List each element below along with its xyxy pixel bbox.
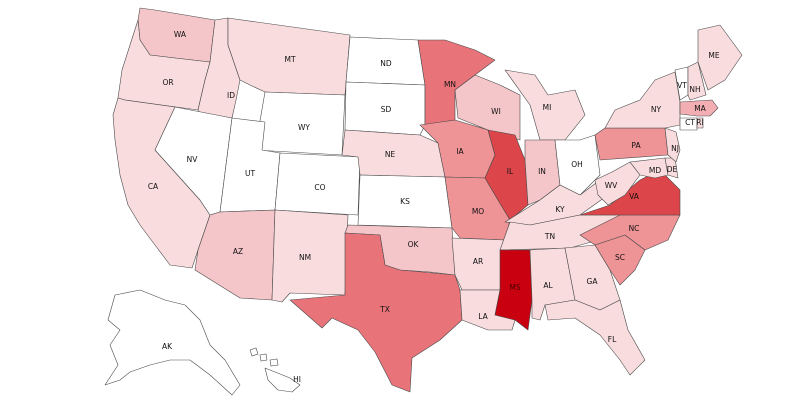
state-ma[interactable] [679, 99, 719, 117]
state-tx[interactable] [289, 232, 463, 393]
state-nh[interactable] [687, 61, 707, 101]
state-nm[interactable] [271, 209, 349, 303]
state-mt[interactable] [227, 17, 351, 96]
state-az[interactable] [194, 209, 276, 301]
hawaii-islet-1 [249, 347, 259, 357]
state-ak[interactable] [104, 289, 241, 396]
state-wi[interactable] [454, 74, 521, 141]
state-ks[interactable] [357, 174, 453, 229]
state-ar[interactable] [451, 237, 506, 291]
state-wv[interactable] [594, 161, 641, 206]
state-co[interactable] [274, 152, 361, 216]
state-ny[interactable] [604, 71, 681, 129]
state-fl[interactable] [544, 299, 646, 376]
state-md[interactable] [629, 157, 669, 179]
state-mi[interactable] [504, 69, 586, 141]
state-ct[interactable] [679, 117, 698, 131]
state-nj[interactable] [664, 127, 681, 163]
state-wy[interactable] [254, 91, 346, 156]
states-layer [104, 7, 743, 396]
state-hi[interactable] [264, 367, 301, 393]
hawaii-islet-3 [269, 358, 279, 367]
state-pa[interactable] [594, 127, 669, 161]
state-ri[interactable] [696, 117, 704, 129]
state-me[interactable] [697, 24, 743, 91]
state-nd[interactable] [345, 36, 426, 86]
hawaii-islet-2 [259, 353, 268, 362]
state-sd[interactable] [344, 81, 426, 136]
